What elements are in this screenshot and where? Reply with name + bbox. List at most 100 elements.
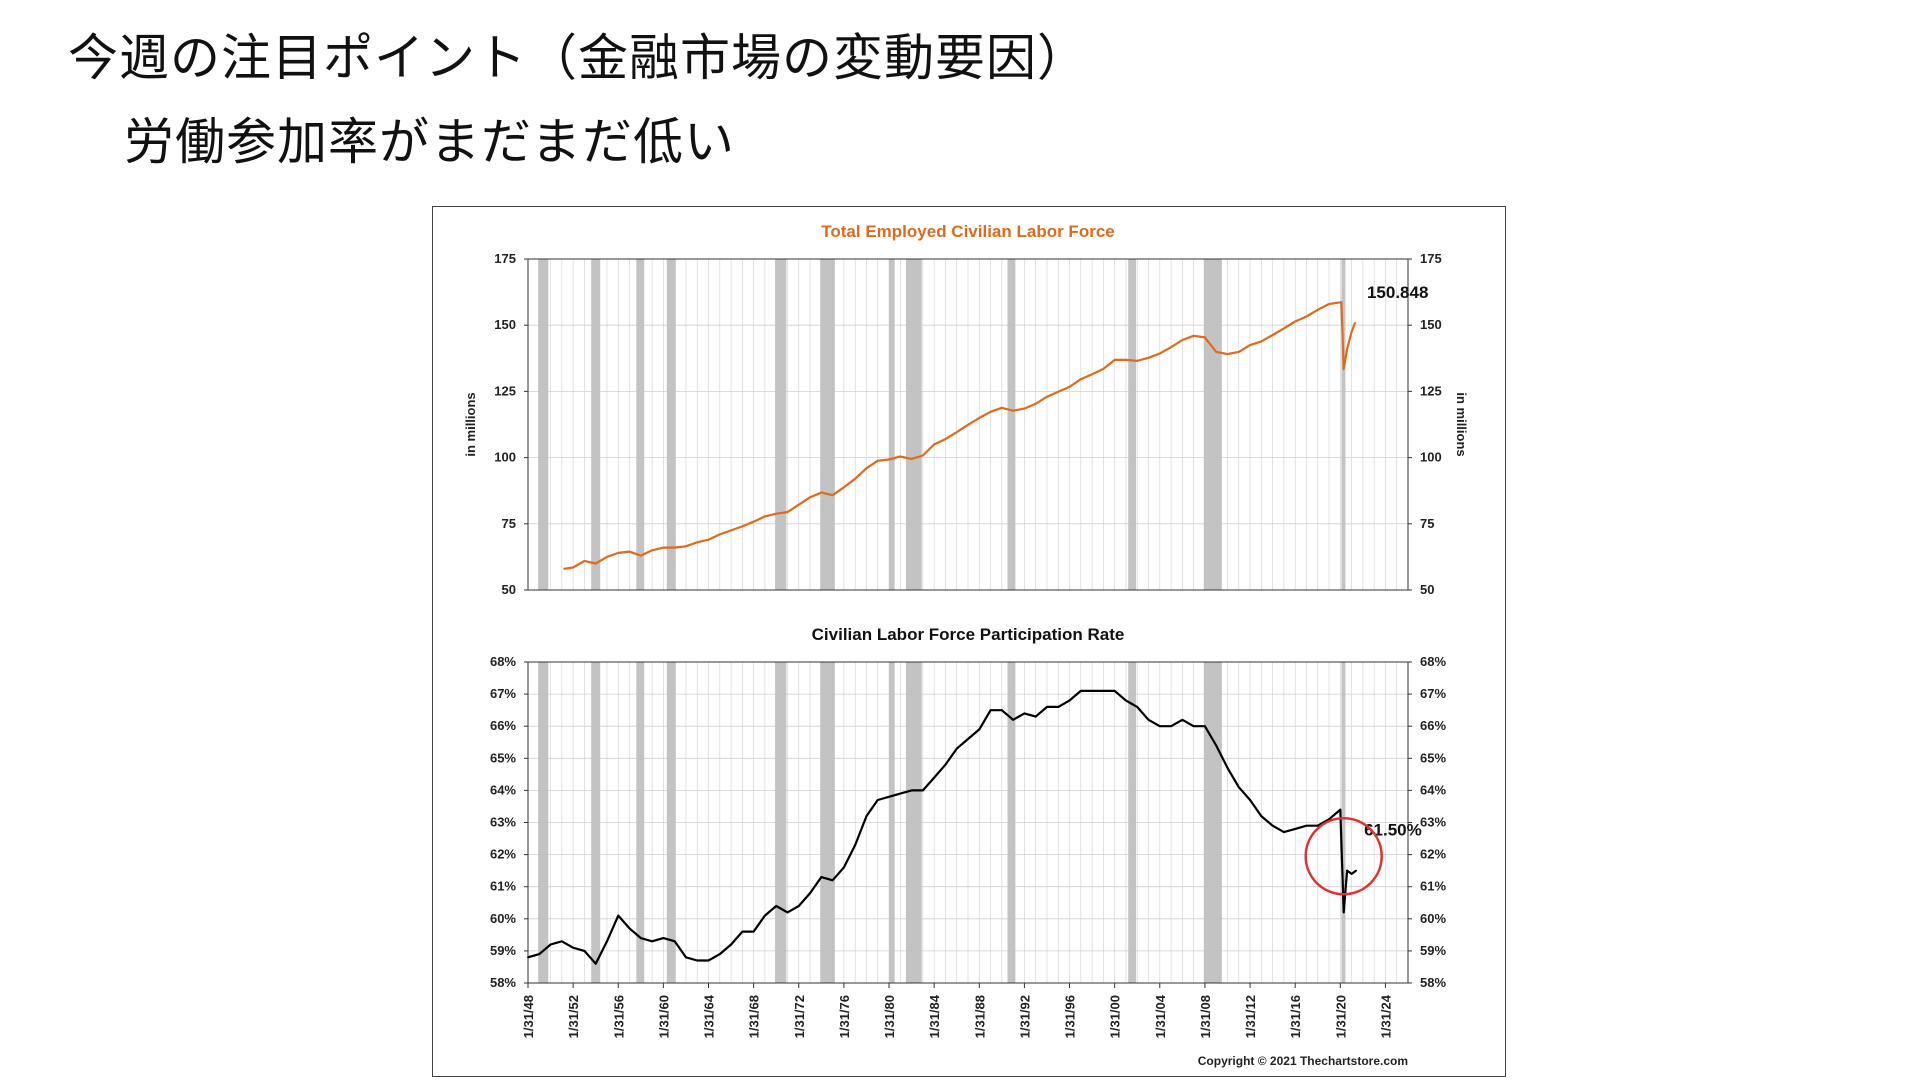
data-point (1355, 869, 1358, 872)
data-point (1215, 351, 1218, 353)
data-point (1305, 315, 1308, 318)
data-point (955, 747, 958, 750)
y-tick-label-left: 63% (490, 815, 516, 830)
data-point (1136, 360, 1139, 362)
data-point (978, 416, 981, 419)
data-point (809, 892, 811, 895)
y-tick-label-left: 66% (490, 718, 516, 733)
recession-band (889, 662, 895, 983)
data-point (651, 549, 654, 552)
data-point (831, 879, 834, 882)
data-point (696, 959, 699, 962)
data-point (1057, 706, 1060, 708)
data-point (1328, 303, 1330, 305)
data-point (1350, 330, 1353, 333)
data-point (1316, 308, 1319, 311)
y-tick-label-left: 65% (490, 750, 516, 765)
x-tick-label: 1/31/60 (656, 995, 671, 1038)
data-point (1158, 725, 1161, 728)
data-point (1192, 725, 1195, 728)
recession-band (905, 662, 922, 983)
data-point (910, 789, 913, 792)
last-value-label: 150.848 (1367, 283, 1428, 302)
data-point (967, 738, 969, 740)
data-point (1282, 831, 1285, 834)
data-point (651, 940, 654, 943)
y-tick-label-left: 58% (490, 975, 516, 990)
data-point (594, 562, 597, 565)
recession-band (1128, 259, 1137, 590)
y-tick-label-left: 100 (494, 450, 516, 465)
data-point (1339, 808, 1342, 811)
data-point (809, 496, 811, 499)
data-point (944, 763, 947, 766)
data-point (1046, 395, 1048, 398)
recession-band (591, 662, 601, 983)
recession-band (591, 259, 601, 590)
data-point (989, 410, 992, 413)
data-point (820, 876, 823, 878)
recession-band (666, 662, 676, 983)
data-point (707, 538, 710, 541)
data-point (662, 937, 665, 939)
data-point (797, 503, 800, 506)
data-point (842, 866, 845, 869)
data-point (764, 515, 766, 518)
recession-band (636, 259, 645, 590)
x-tick-label: 1/31/88 (972, 995, 987, 1038)
chart-frame: 50 50 75 75 100 100 125 125 150 150 175 175 Total Em… (432, 206, 1506, 1077)
y-tick-label-left: 175 (494, 251, 516, 266)
x-tick-label: 1/31/24 (1378, 994, 1393, 1038)
data-point (1260, 340, 1263, 343)
data-point (628, 550, 631, 553)
data-point (786, 511, 789, 514)
data-point (1147, 718, 1150, 721)
data-point (1181, 339, 1184, 341)
slide-title: 今週の注目ポイント（金融市場の変動要因） (68, 29, 1088, 87)
data-point (1034, 402, 1037, 405)
x-tick-label: 1/31/76 (837, 995, 852, 1038)
y-tick-label-right: 75 (1420, 516, 1434, 531)
recession-band (1341, 662, 1346, 983)
x-tick-label: 1/31/20 (1333, 995, 1348, 1038)
data-point (628, 927, 631, 930)
y-axis-label-left: in millions (463, 392, 478, 456)
data-point (1350, 872, 1353, 875)
data-point (1079, 689, 1082, 692)
data-point (527, 956, 529, 959)
y-tick-label-left: 61% (490, 879, 516, 894)
data-point (741, 930, 744, 933)
data-point (685, 956, 687, 959)
recession-band (666, 259, 676, 590)
data-point (1000, 709, 1003, 712)
recession-band (820, 662, 835, 983)
data-point (1294, 320, 1297, 323)
recession-band (905, 259, 922, 590)
data-point (1282, 327, 1285, 330)
data-point (1249, 344, 1251, 346)
chart-title: Civilian Labor Force Participation Rate (812, 625, 1125, 644)
y-tick-label-right: 60% (1420, 911, 1446, 926)
data-point (1068, 385, 1071, 388)
data-point (1113, 689, 1116, 692)
data-point (1147, 356, 1150, 359)
data-point (989, 709, 992, 712)
y-tick-label-left: 60% (490, 911, 516, 926)
data-point (876, 459, 879, 462)
recession-band (775, 662, 787, 983)
data-point (899, 455, 902, 458)
data-point (1271, 824, 1274, 827)
x-tick-label: 1/31/56 (611, 995, 626, 1038)
data-point (617, 914, 620, 917)
data-point (718, 953, 721, 956)
data-point (1237, 786, 1240, 789)
data-point (1237, 351, 1240, 353)
data-point (1091, 689, 1094, 692)
data-point (752, 520, 755, 523)
data-point (1046, 706, 1048, 708)
x-tick-label: 1/31/52 (566, 995, 581, 1038)
data-point (572, 946, 575, 949)
data-point (955, 431, 958, 434)
data-point (673, 940, 676, 943)
plot-frame (527, 258, 1409, 591)
